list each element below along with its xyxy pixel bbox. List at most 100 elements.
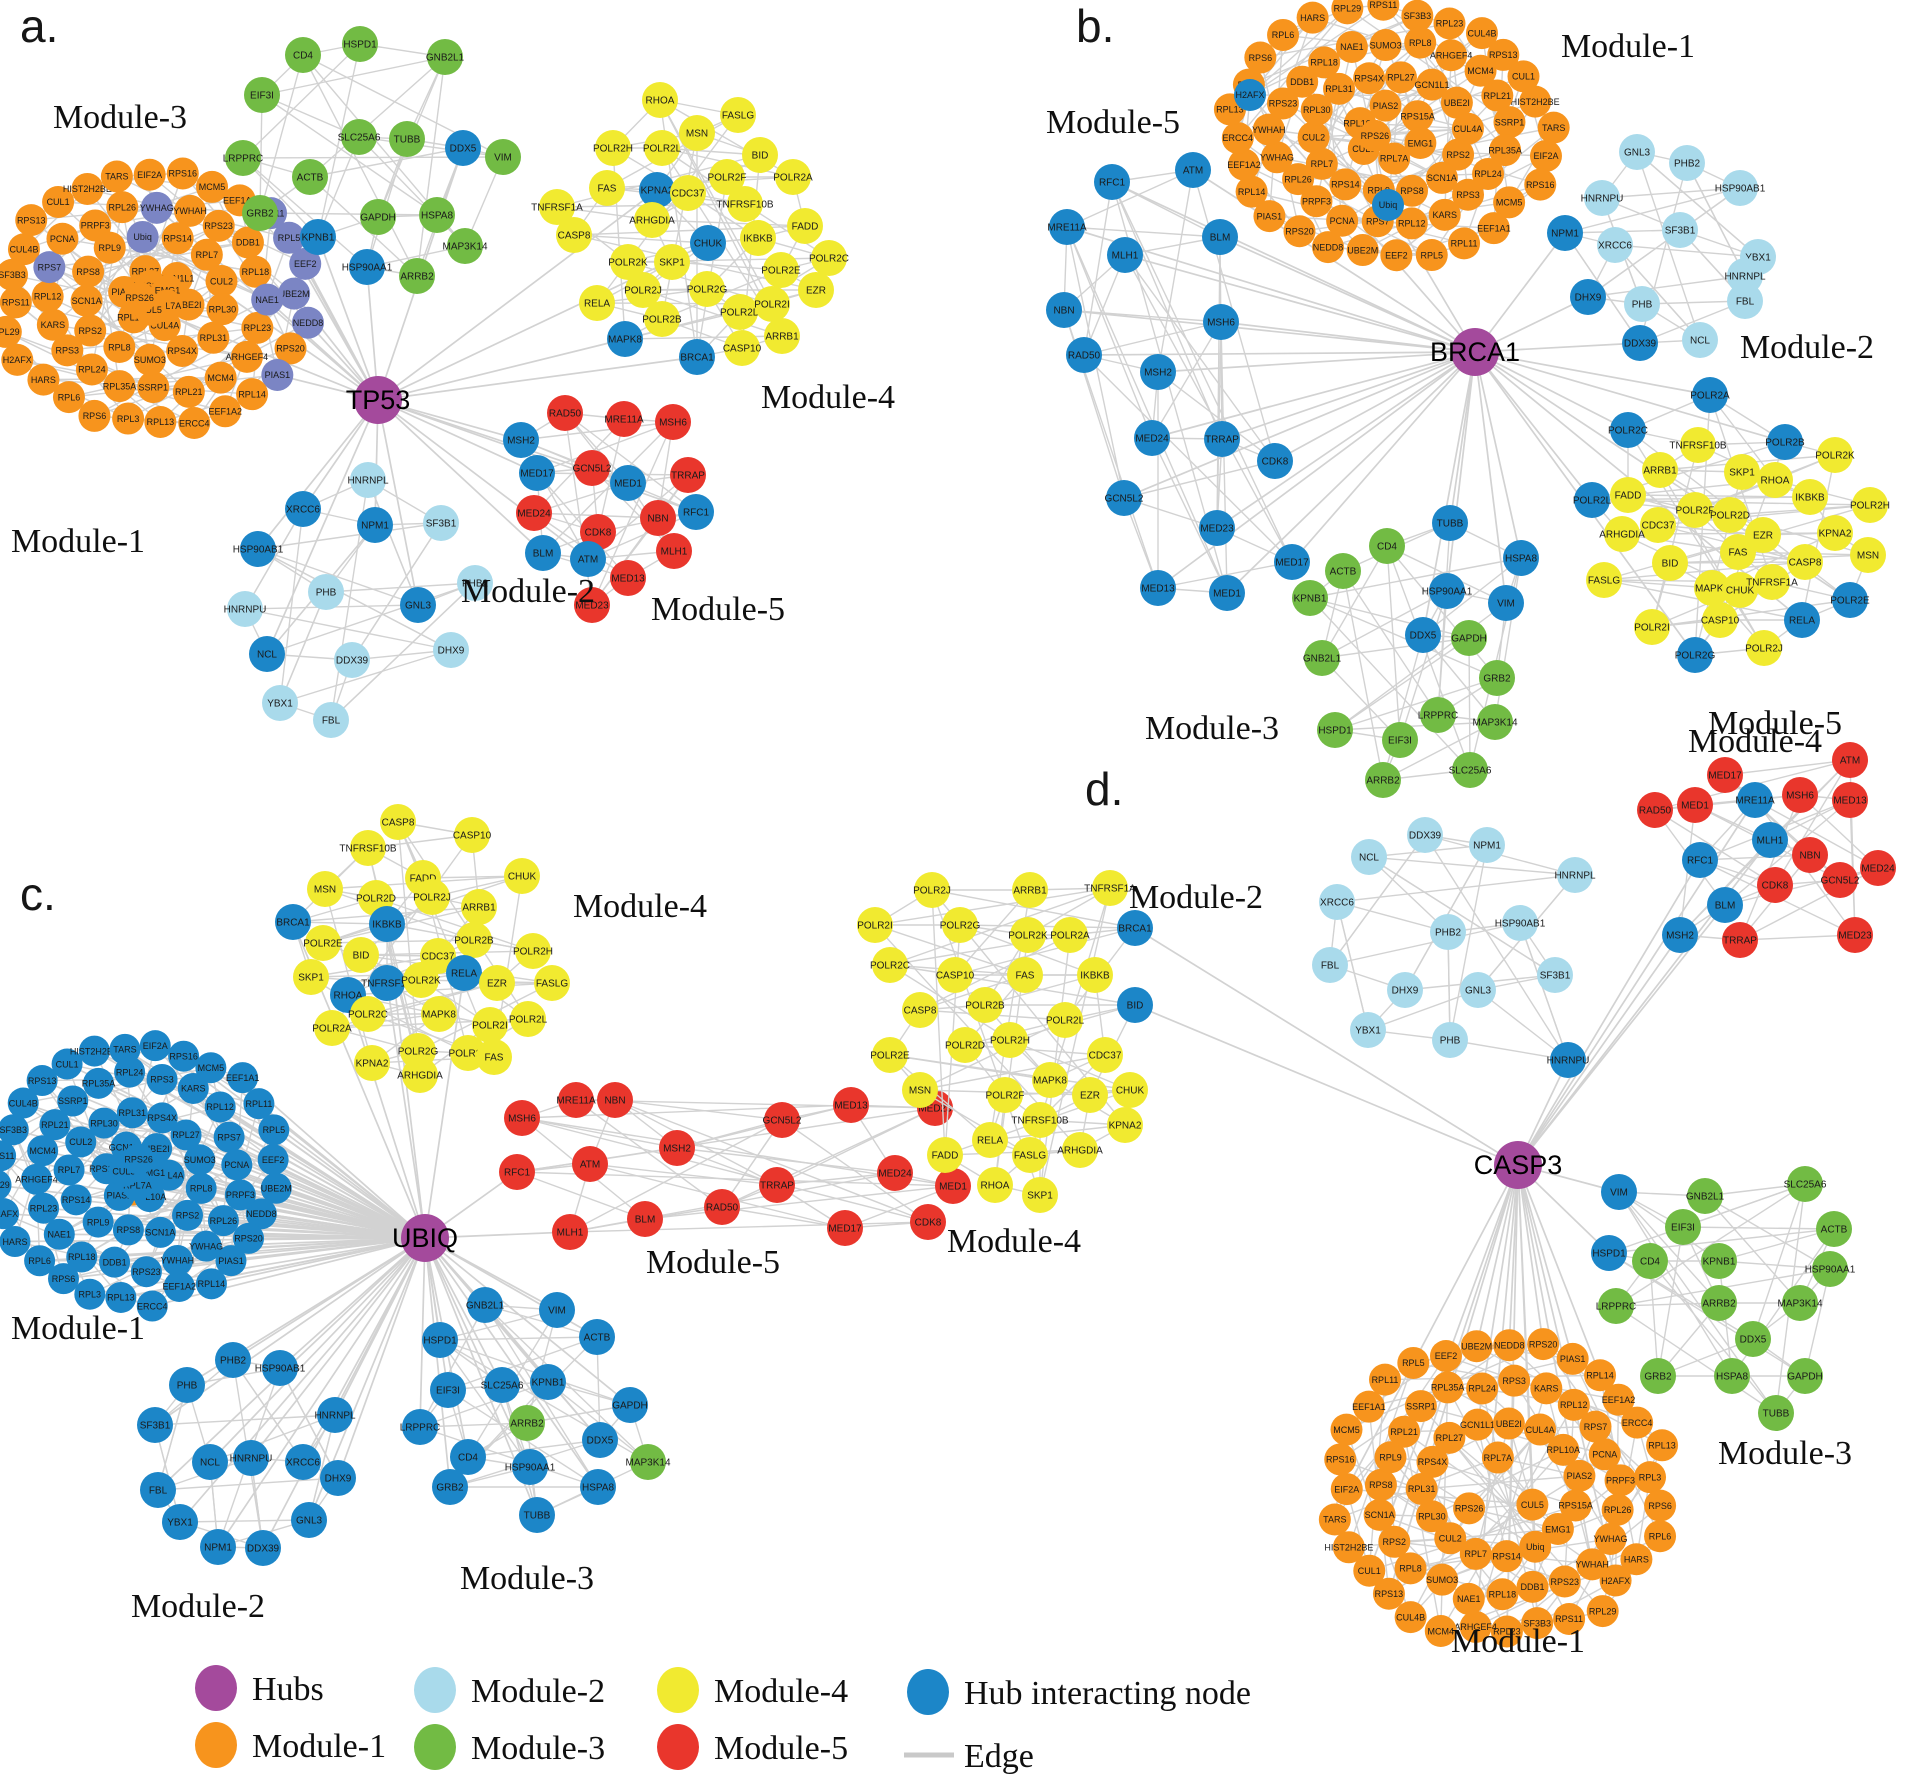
node-label: RPL13 (1216, 105, 1244, 115)
hub-edge (377, 399, 522, 441)
edge (419, 1426, 599, 1488)
node-DDB1: DDB1 (231, 226, 264, 259)
node-NEDD8: NEDD8 (1312, 231, 1345, 264)
node-RPS16: RPS16 (166, 157, 199, 190)
node-circle (1852, 487, 1888, 523)
edge (242, 43, 361, 159)
hub-interacting-node-circle (1610, 412, 1646, 448)
hub-TP53: TP53 (346, 376, 410, 424)
node-label: CUL2 (1439, 1534, 1462, 1544)
node-circle (71, 172, 104, 205)
module-label-module-3-c: Module-3 (460, 1560, 594, 1597)
node-DDX5: DDX5 (445, 130, 481, 166)
panel-letter-c: c. (20, 868, 56, 920)
hub-interacting-node-circle (285, 491, 321, 527)
node-label: TARS (113, 1045, 136, 1055)
node-label: LRPPRC (400, 1423, 441, 1434)
hub-edge (161, 1117, 426, 1239)
module-label-module-3-a: Module-3 (53, 99, 187, 136)
node-label: ARHGDIA (1057, 1146, 1103, 1157)
node-RPL6: RPL6 (24, 1245, 56, 1277)
node-circle (1267, 18, 1300, 51)
node-circle (775, 159, 811, 195)
edge (1083, 181, 1113, 356)
hub-interacting-node-circle (525, 535, 561, 571)
node-YWHAG: YWHAG (140, 191, 174, 224)
node-label: PHB2 (462, 579, 489, 590)
legend-swatch-module4 (657, 1667, 699, 1713)
node-circle (123, 281, 156, 314)
node-circle (292, 159, 328, 195)
hub-edge (1220, 321, 1476, 353)
node-RELA: RELA (972, 1122, 1008, 1158)
node-NAE1: NAE1 (1335, 30, 1368, 63)
node-RPS3: RPS3 (51, 334, 84, 367)
hub-interacting-node-circle (261, 358, 294, 391)
legend-swatch-module3 (414, 1724, 456, 1770)
node-label: RHOA (646, 96, 675, 107)
hub-interacting-node-circle (273, 221, 306, 254)
hub-edge (183, 1055, 426, 1239)
hub-interacting-node-circle (1677, 637, 1713, 673)
node-label: RPL14 (238, 389, 266, 399)
node-label: POLR2D (720, 308, 760, 319)
node-label: RPL5 (278, 233, 301, 243)
node-DDX39: DDX39 (334, 642, 370, 678)
node-label: CUL4B (1396, 1612, 1425, 1622)
node-label: PHB2 (1674, 159, 1701, 170)
node-label: ARRB2 (510, 1419, 544, 1430)
legend-swatch-module2 (414, 1667, 456, 1713)
node-RPL18: RPL18 (1308, 46, 1341, 79)
node-label: MRE11A (1735, 796, 1775, 807)
node-label: CUL4A (150, 320, 179, 330)
node-RPL9: RPL9 (82, 1206, 114, 1238)
node-RPL24: RPL24 (75, 353, 108, 386)
node-label: RPL11 (1451, 239, 1478, 249)
node-CUL4B: CUL4B (7, 233, 40, 266)
node-RPL3: RPL3 (112, 402, 145, 435)
node-label: PHB (1440, 1036, 1461, 1047)
node-label: CD4 (1377, 542, 1397, 553)
node-circle (174, 194, 207, 227)
node-label: RPL31 (200, 333, 228, 343)
node-PRPF3: PRPF3 (224, 1179, 256, 1211)
node-label: HSPD1 (423, 1336, 457, 1347)
node-label: HIST2H2BE (63, 184, 112, 194)
node-label: FAS (1016, 971, 1035, 982)
edge (1494, 557, 1522, 723)
edge (564, 412, 697, 513)
node-PIAS1: PIAS1 (261, 358, 294, 391)
node-label: TNFRSF1A (1746, 578, 1798, 589)
node-circle (1286, 65, 1319, 98)
node-SF3B1: SF3B1 (1537, 957, 1573, 993)
node-GRB2: GRB2 (432, 1469, 468, 1505)
node-RAD50: RAD50 (1637, 792, 1673, 828)
node-RPS13: RPS13 (1487, 38, 1520, 71)
node-circle (106, 191, 139, 224)
node-circle (1404, 127, 1437, 160)
node-label: RPL35A (103, 381, 137, 391)
edge (1614, 244, 1701, 341)
node-HSP90AB1: HSP90AB1 (233, 531, 284, 567)
module-label-module-4-a: Module-4 (761, 379, 895, 416)
node-POLR2H: POLR2H (1850, 487, 1890, 523)
node-label: FBL (322, 716, 341, 727)
node-label: CDK8 (1262, 457, 1289, 468)
node-label: RPS16 (169, 169, 198, 179)
node-label: RPL14 (1238, 187, 1266, 197)
node-VIM: VIM (1488, 585, 1524, 621)
node-label: RPL30 (90, 1118, 118, 1128)
node-XRCC6: XRCC6 (285, 491, 321, 527)
node-label: POLR2B (1765, 438, 1805, 449)
node-HSPA8: HSPA8 (1503, 540, 1539, 576)
node-label: DHX9 (1575, 293, 1602, 304)
node-circle (1477, 704, 1513, 740)
node-RHOA: RHOA (977, 1167, 1013, 1203)
node-RPL13: RPL13 (144, 405, 177, 438)
node-Ubiq: Ubiq (126, 220, 159, 253)
node-HSPD1: HSPD1 (1591, 1235, 1627, 1271)
hub-BRCA1: BRCA1 (1430, 328, 1520, 376)
node-MSH6: MSH6 (1203, 304, 1239, 340)
